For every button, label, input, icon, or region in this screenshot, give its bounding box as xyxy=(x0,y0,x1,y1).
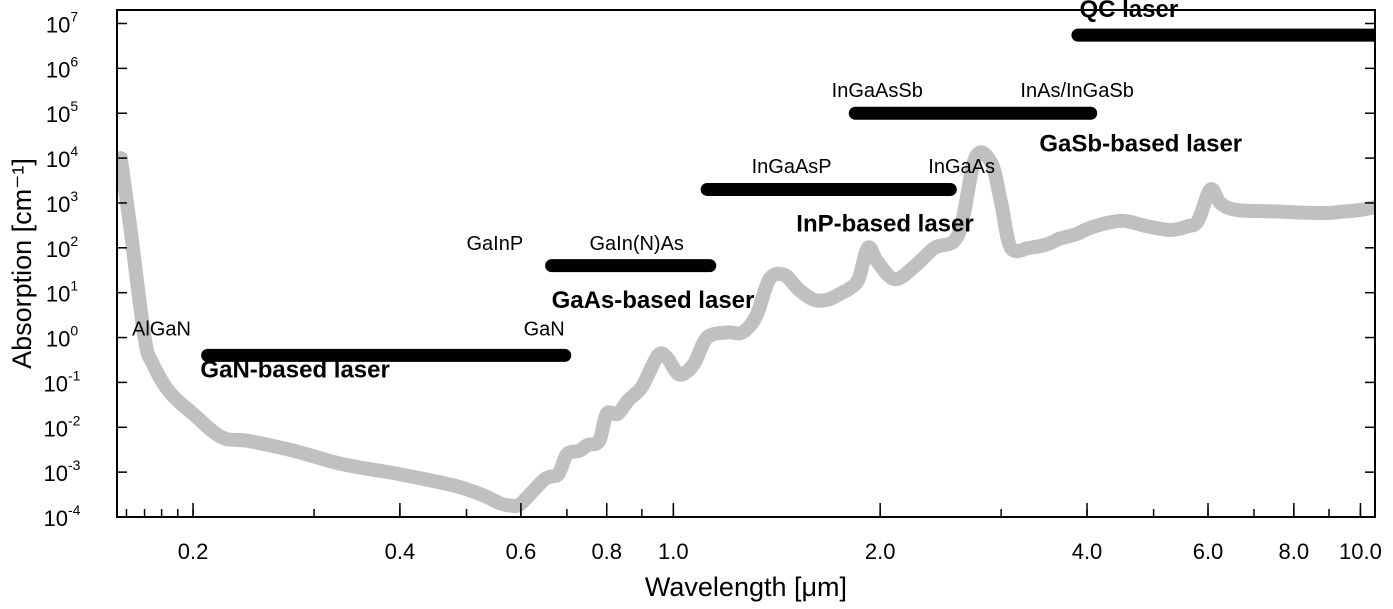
y-tick-base: 10 xyxy=(44,461,68,486)
y-tick-label: 101 xyxy=(46,278,78,307)
x-tick-labels: 0.2 0.4 0.6 0.8 1.0 2.0 4.0 6.0 8.0 10.0 xyxy=(178,539,1382,564)
y-tick-label: 104 xyxy=(46,143,78,172)
y-tick-base: 10 xyxy=(46,327,70,352)
laser-range-bars xyxy=(201,28,1375,362)
y-tick-exponent: -4 xyxy=(68,502,81,518)
y-tick-label: 105 xyxy=(46,98,78,127)
series-line-0 xyxy=(117,145,1375,514)
y-tick-base: 10 xyxy=(46,102,70,127)
y-tick-label: 10-4 xyxy=(44,502,81,531)
y-tick-exponent: 7 xyxy=(70,9,78,25)
x-tick-label: 6.0 xyxy=(1193,539,1224,564)
y-axis-title: Absorption [cm⁻¹] xyxy=(7,158,37,369)
series-layer xyxy=(117,145,1375,514)
y-tick-exponent: 2 xyxy=(70,233,78,249)
x-tick-label: 8.0 xyxy=(1279,539,1310,564)
y-tick-exponent: 5 xyxy=(70,98,78,114)
annotation-label: InGaAs xyxy=(928,156,995,178)
x-tick-label: 0.4 xyxy=(385,539,416,564)
x-tick-label: 4.0 xyxy=(1072,539,1103,564)
annotation-label: InGaAsSb xyxy=(832,80,923,102)
y-tick-base: 10 xyxy=(46,237,70,262)
y-tick-label: 100 xyxy=(46,323,78,352)
x-tick-label: 2.0 xyxy=(865,539,896,564)
y-tick-label: 106 xyxy=(46,53,78,82)
y-tick-label: 103 xyxy=(46,188,78,217)
x-tick-label: 10.0 xyxy=(1339,539,1382,564)
plot-frame xyxy=(116,9,1376,518)
x-tick-label: 0.8 xyxy=(591,539,622,564)
y-tick-base: 10 xyxy=(46,147,70,172)
y-tick-base: 10 xyxy=(46,57,70,82)
annotation-label: GaN xyxy=(524,319,565,341)
y-tick-label: 10-2 xyxy=(44,412,81,441)
y-tick-exponent: 6 xyxy=(70,53,78,69)
annotations: AlGaN GaN GaN-based laser GaInP GaIn(N)As GaA… xyxy=(132,0,1242,383)
annotation-label: GaSb-based laser xyxy=(1039,131,1242,158)
y-tick-base: 10 xyxy=(44,371,68,396)
annotation-label: InP-based laser xyxy=(796,211,973,238)
annotation-label: GaIn(N)As xyxy=(589,233,683,255)
x-tick-label: 0.2 xyxy=(178,539,209,564)
y-tick-label: 102 xyxy=(46,233,78,262)
y-tick-exponent: 0 xyxy=(70,323,78,339)
annotation-label: GaAs-based laser xyxy=(552,287,755,314)
y-tick-base: 10 xyxy=(46,13,70,38)
annotation-label: QC laser xyxy=(1079,0,1178,23)
x-axis-title: Wavelength [μm] xyxy=(645,572,847,602)
y-tick-exponent: 1 xyxy=(70,278,78,294)
annotation-label: GaInP xyxy=(466,233,523,255)
annotation-label: InAs/InGaSb xyxy=(1020,80,1133,102)
y-tick-exponent: 3 xyxy=(70,188,78,204)
x-tick-label: 0.6 xyxy=(506,539,537,564)
y-tick-exponent: 4 xyxy=(70,143,78,159)
annotation-label: InGaAsP xyxy=(752,156,832,178)
axis-ticks xyxy=(117,22,1375,518)
y-tick-label: 107 xyxy=(46,9,78,38)
y-tick-base: 10 xyxy=(44,416,68,441)
y-tick-exponent: -2 xyxy=(68,412,81,428)
y-tick-label: 10-1 xyxy=(44,367,81,396)
annotation-label: GaN-based laser xyxy=(200,356,389,383)
y-tick-exponent: -3 xyxy=(68,457,81,473)
annotation-label: AlGaN xyxy=(132,319,191,341)
y-tick-base: 10 xyxy=(46,192,70,217)
x-tick-label: 1.0 xyxy=(658,539,689,564)
y-tick-base: 10 xyxy=(46,282,70,307)
y-tick-base: 10 xyxy=(44,506,68,531)
y-tick-exponent: -1 xyxy=(68,367,81,383)
y-tick-label: 10-3 xyxy=(44,457,81,486)
